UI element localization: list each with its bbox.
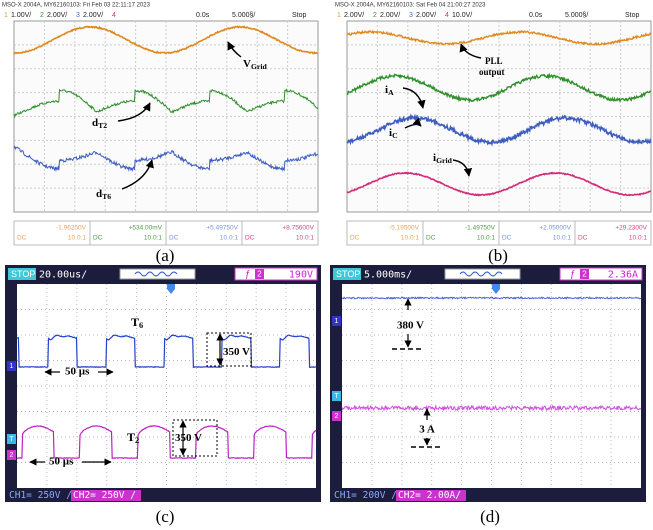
- label: 2.36A: [608, 270, 638, 281]
- label: DC: [426, 235, 436, 242]
- label: 2: [373, 12, 377, 19]
- annotation-sub: C: [392, 131, 398, 140]
- label: 50 µs: [65, 366, 90, 378]
- label: STOP: [11, 269, 35, 279]
- label: 4: [112, 12, 116, 19]
- annotation: PLL: [485, 56, 503, 66]
- annotation: output: [479, 67, 505, 77]
- label: T: [9, 436, 14, 443]
- label: 1: [335, 318, 339, 325]
- label: -5.19500V: [389, 225, 420, 232]
- label: 5.000§/: [232, 12, 255, 19]
- label: (a): [156, 246, 175, 265]
- label: 0.0s: [529, 12, 543, 19]
- label: 1: [10, 363, 14, 370]
- label: 10.0:1: [553, 235, 571, 242]
- annotation: 350 V: [223, 346, 250, 358]
- label: 50 µs: [49, 456, 74, 468]
- label: DC: [350, 235, 360, 242]
- label: CH2= 2.00A/: [398, 490, 461, 501]
- label: +2.05000V: [539, 225, 571, 232]
- figure: MSO-X 2004A, MY62160103: Fri Feb 03 22:1…: [0, 0, 653, 530]
- annotation-text: PLL: [485, 56, 503, 66]
- label: 2.00V/: [416, 12, 436, 19]
- label: (c): [156, 507, 175, 526]
- annotation: 350 V: [175, 432, 202, 444]
- annotation-sub: 6: [139, 321, 143, 330]
- label: 2.00V/: [83, 12, 103, 19]
- label: -1.49750V: [465, 225, 496, 232]
- label: +8.75600V: [282, 225, 314, 232]
- annotation-text: 350 V: [175, 432, 202, 444]
- label: CH2= 250V /: [73, 490, 136, 501]
- label: 0.0s: [196, 12, 210, 19]
- label: 1: [337, 12, 341, 19]
- label: 4: [445, 12, 449, 19]
- label: STOP: [336, 269, 360, 279]
- label: (b): [488, 246, 508, 265]
- label: 1.00V/: [11, 12, 31, 19]
- label: 2: [335, 413, 339, 420]
- label: 2: [10, 452, 14, 459]
- annotation-sub: Grid: [251, 62, 268, 71]
- label: 10.0:1: [144, 235, 162, 242]
- annotation-sub: T6: [102, 192, 111, 201]
- label: 2: [40, 12, 44, 19]
- label: 2: [257, 270, 262, 279]
- label: MSO-X 2004A, MY62160103: Fri Feb 03 22:1…: [2, 3, 151, 9]
- label: 2.00V/: [344, 12, 364, 19]
- label: DC: [93, 235, 103, 242]
- label: 3 A: [419, 424, 435, 436]
- annotation-sub: A: [388, 88, 394, 97]
- label: 3: [409, 12, 413, 19]
- annotation-sub: 2: [135, 436, 139, 445]
- memory-bar: [120, 269, 195, 279]
- label: 20.00us/: [39, 270, 87, 281]
- annotation-sub: Grid: [436, 156, 453, 165]
- label: 5.000§/: [565, 12, 588, 19]
- label: Stop: [292, 12, 307, 19]
- label: MSO-X 2004A, MY62160103: Sat Feb 04 21:0…: [335, 3, 486, 9]
- label: 380 V: [397, 320, 424, 332]
- label: 190V: [289, 270, 313, 281]
- label: CH1= 200V /: [334, 490, 397, 501]
- label: +534.00mV: [129, 225, 163, 232]
- label: 2.00V/: [47, 12, 67, 19]
- label: +29.2300V: [615, 225, 647, 232]
- annotation-text: V: [243, 58, 251, 70]
- label: 10.0:1: [68, 235, 86, 242]
- label: DC: [578, 235, 588, 242]
- label: 10.0:1: [220, 235, 238, 242]
- label: DC: [17, 235, 27, 242]
- label: 5.000ms/: [364, 270, 412, 281]
- label: 3: [76, 12, 80, 19]
- label: 2.00V/: [380, 12, 400, 19]
- annotation-text: T: [131, 315, 139, 329]
- label: 2: [582, 270, 587, 279]
- annotation-text: 350 V: [223, 346, 250, 358]
- label: 10.0:1: [401, 235, 419, 242]
- annotation-text: output: [479, 67, 505, 77]
- label: 10.0V/: [452, 12, 472, 19]
- label: T: [334, 393, 339, 400]
- label: DC: [502, 235, 512, 242]
- label: 1: [4, 12, 8, 19]
- label: (d): [480, 507, 500, 526]
- label: ƒ: [245, 269, 251, 280]
- label: Stop: [625, 12, 640, 19]
- label: DC: [169, 235, 179, 242]
- label: -1.96250V: [56, 225, 87, 232]
- memory-bar: [445, 269, 520, 279]
- label: 10.0:1: [296, 235, 314, 242]
- label: 10.0:1: [477, 235, 495, 242]
- annotation-sub: T2: [98, 121, 107, 130]
- label: 10.0:1: [629, 235, 647, 242]
- label: CH1= 250V /: [9, 490, 72, 501]
- annotation-text: T: [127, 430, 135, 444]
- label: +5.49750V: [206, 225, 238, 232]
- label: ƒ: [570, 269, 576, 280]
- label: DC: [245, 235, 255, 242]
